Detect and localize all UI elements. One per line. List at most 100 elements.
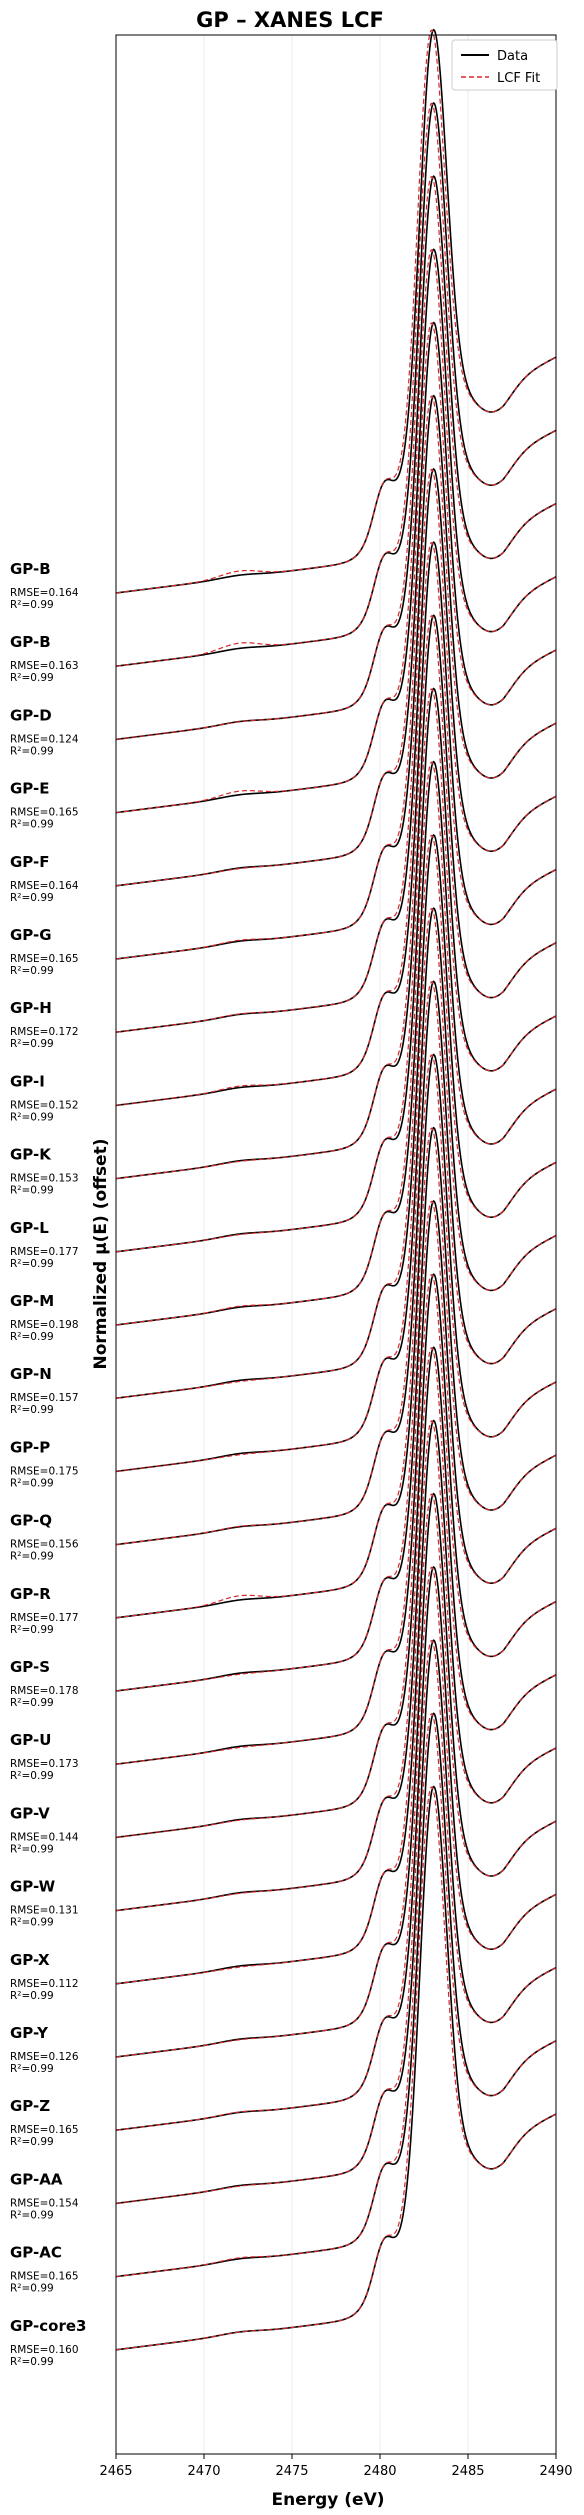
grid-lines	[115, 35, 557, 2454]
sample-name: GP-K	[10, 1146, 52, 1164]
fit-curve	[115, 1273, 557, 1838]
sample-name: GP-B	[10, 633, 51, 651]
r2-label: R²=0.99	[10, 1697, 54, 1709]
fit-curve	[115, 1054, 557, 1619]
data-curve	[115, 833, 557, 1399]
x-tick-label: 2490	[539, 2464, 572, 2479]
sample-name: GP-N	[10, 1365, 52, 1383]
data-curve	[115, 101, 557, 667]
data-curve	[115, 175, 557, 741]
rmse-label: RMSE=0.165	[10, 807, 79, 819]
sample-name: GP-P	[10, 1438, 50, 1456]
rmse-label: RMSE=0.160	[10, 2344, 79, 2356]
x-tick-label: 2475	[275, 2464, 308, 2479]
r2-label: R²=0.99	[10, 1551, 54, 1563]
fit-curve	[115, 1639, 557, 2204]
r2-label: R²=0.99	[10, 1917, 54, 1929]
r2-label: R²=0.99	[10, 2283, 54, 2295]
fit-curve	[115, 688, 557, 1253]
sample-name: GP-L	[10, 1219, 49, 1237]
fit-curve	[115, 1493, 557, 2058]
data-curve	[115, 28, 557, 594]
rmse-label: RMSE=0.198	[10, 1319, 79, 1331]
r2-label: R²=0.99	[10, 2209, 54, 2221]
data-curve	[115, 1053, 557, 1619]
fit-curve	[115, 395, 557, 960]
data-curve	[115, 1346, 557, 1912]
data-curve	[115, 1712, 557, 2278]
data-curve	[115, 907, 557, 1473]
x-axis: 2465 2470 2475 2480 2485 2490	[99, 2454, 573, 2479]
data-curve	[115, 541, 557, 1107]
rmse-label: RMSE=0.165	[10, 2124, 79, 2136]
rmse-label: RMSE=0.164	[10, 587, 79, 599]
sample-name: GP-AA	[10, 2170, 63, 2188]
sample-name: GP-W	[10, 1878, 56, 1896]
r2-label: R²=0.99	[10, 892, 54, 904]
r2-label: R²=0.99	[10, 1111, 54, 1123]
sample-name: GP-R	[10, 1585, 51, 1603]
fit-curve	[115, 1347, 557, 1912]
sample-name: GP-S	[10, 1658, 50, 1676]
r2-label: R²=0.99	[10, 1404, 54, 1416]
data-curve	[115, 1199, 557, 1765]
x-tick-label: 2465	[99, 2464, 132, 2479]
fit-curve	[115, 1566, 557, 2131]
data-curve	[115, 321, 557, 887]
rmse-label: RMSE=0.172	[10, 1026, 79, 1038]
r2-label: R²=0.99	[10, 1624, 54, 1636]
fit-curve	[115, 615, 557, 1180]
r2-label: R²=0.99	[10, 2356, 54, 2368]
rmse-label: RMSE=0.177	[10, 1246, 79, 1258]
data-curve	[115, 248, 557, 814]
r2-label: R²=0.99	[10, 2063, 54, 2075]
r2-label: R²=0.99	[10, 1038, 54, 1050]
rmse-label: RMSE=0.165	[10, 2271, 79, 2283]
r2-label: R²=0.99	[10, 672, 54, 684]
data-curve	[115, 614, 557, 1180]
legend: Data LCF Fit	[451, 39, 558, 91]
sample-name: GP-U	[10, 1731, 51, 1749]
r2-label: R²=0.99	[10, 965, 54, 977]
rmse-label: RMSE=0.177	[10, 1612, 79, 1624]
data-curve	[115, 1639, 557, 2205]
fit-curve	[115, 981, 557, 1546]
rmse-label: RMSE=0.131	[10, 1905, 79, 1917]
chart-title: GP – XANES LCF	[196, 8, 384, 32]
fit-curve	[115, 1713, 557, 2278]
fit-curve	[115, 761, 557, 1326]
r2-label: R²=0.99	[10, 1331, 54, 1343]
fit-curve	[115, 1786, 557, 2351]
fit-curve	[115, 102, 557, 667]
sample-name: GP-X	[10, 1951, 50, 1969]
rmse-label: RMSE=0.157	[10, 1392, 79, 1404]
rmse-label: RMSE=0.178	[10, 1685, 79, 1697]
rmse-label: RMSE=0.164	[10, 880, 79, 892]
rmse-label: RMSE=0.112	[10, 1978, 79, 1990]
fit-curve	[115, 541, 557, 1106]
data-curve	[115, 1419, 557, 1985]
sample-name: GP-V	[10, 1804, 50, 1822]
fit-curve	[115, 834, 557, 1399]
y-axis-label: Normalized μ(E) (offset)	[91, 1139, 111, 1370]
fit-curve	[115, 249, 557, 814]
rmse-label: RMSE=0.153	[10, 1173, 79, 1185]
r2-label: R²=0.99	[10, 1477, 54, 1489]
spectra-curves	[115, 28, 557, 2351]
r2-label: R²=0.99	[10, 2136, 54, 2148]
sample-name: GP-Z	[10, 2097, 50, 2115]
fit-curve	[115, 1127, 557, 1692]
sample-name: GP-core3	[10, 2317, 86, 2335]
rmse-label: RMSE=0.163	[10, 660, 79, 672]
r2-label: R²=0.99	[10, 1185, 54, 1197]
rmse-label: RMSE=0.126	[10, 2051, 79, 2063]
fit-curve	[115, 175, 557, 740]
data-curve	[115, 394, 557, 960]
r2-label: R²=0.99	[10, 819, 54, 831]
legend-data-label: Data	[497, 49, 528, 64]
sample-name: GP-B	[10, 560, 51, 578]
sample-name: GP-D	[10, 706, 52, 724]
sample-name: GP-Y	[10, 2024, 49, 2042]
data-curve	[115, 1126, 557, 1692]
